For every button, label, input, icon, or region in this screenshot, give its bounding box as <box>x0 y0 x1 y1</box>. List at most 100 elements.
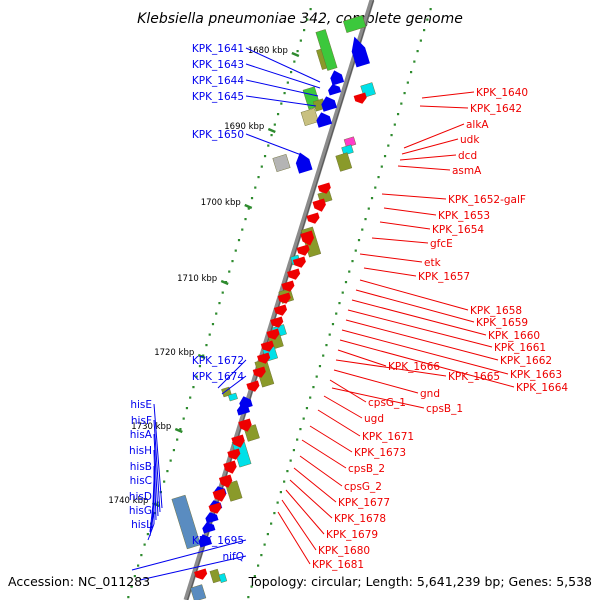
tick-dot <box>228 270 231 273</box>
right-leader-line <box>301 439 347 469</box>
tick-dot <box>302 417 305 420</box>
tick-dot <box>266 533 269 536</box>
tick-dot <box>276 501 279 504</box>
reverse-gene-arrow <box>273 304 288 316</box>
tick-dot <box>331 323 335 326</box>
right-gene-label: KPK_1671 <box>362 431 414 443</box>
forward-gene-arrow <box>295 152 313 174</box>
tick-dot <box>413 60 416 63</box>
right-leader-line <box>309 425 353 453</box>
tick-dot <box>250 197 254 200</box>
tick-dot <box>257 564 260 567</box>
tick-dot <box>309 8 312 11</box>
tick-dot <box>309 396 312 399</box>
right-leader-line <box>381 193 447 200</box>
topology-text: Topology: circular; Length: 5,641,239 bp… <box>248 574 592 589</box>
right-gene-label: KPK_1658 <box>470 305 522 317</box>
right-leader-line <box>317 409 361 437</box>
reverse-gene-arrow <box>194 568 208 580</box>
right-leader-line <box>281 499 317 551</box>
left-gene-label: hisL <box>131 519 152 531</box>
tick-dot <box>322 354 325 357</box>
right-gene-label: KPK_1653 <box>438 210 490 222</box>
right-leader-line <box>399 154 457 161</box>
scale-tick <box>267 127 276 134</box>
gene-arrows <box>194 36 370 580</box>
tick-dot <box>374 186 377 189</box>
tick-dot <box>354 249 357 252</box>
reverse-gene-arrow <box>238 418 252 432</box>
tick-dot <box>387 144 390 147</box>
scale-label: 1720 kbp <box>154 348 194 358</box>
reverse-gene-arrow <box>353 92 367 104</box>
tick-dot <box>192 386 195 389</box>
reverse-gene-arrow <box>292 256 306 268</box>
tick-dot <box>166 470 169 473</box>
right-gene-label: KPK_1665 <box>448 371 500 383</box>
right-gene-label: etk <box>424 257 442 269</box>
map-title: Klebsiella pneumoniae 342, complete geno… <box>137 11 463 27</box>
right-gene-label: KPK_1681 <box>312 559 364 571</box>
tick-dot <box>303 29 306 32</box>
right-gene-label: KPK_1678 <box>334 513 386 525</box>
left-gene-label: hisA <box>130 429 153 441</box>
scale-label: 1740 kbp <box>108 496 148 506</box>
left-gene-label: KPK_1674 <box>192 371 244 383</box>
left-leader-line <box>245 47 321 83</box>
left-leader-line <box>221 375 247 395</box>
right-gene-label: cpsB_1 <box>426 403 463 415</box>
right-leader-line <box>401 138 459 155</box>
tick-dot <box>205 344 208 347</box>
tick-dot <box>254 186 257 189</box>
tick-dot <box>429 8 432 11</box>
forward-gene-arrow <box>330 70 345 86</box>
right-leader-line <box>397 165 451 171</box>
tick-dot <box>296 438 299 441</box>
scale-tick <box>291 51 300 58</box>
left-gene-label: hisC <box>130 475 152 487</box>
scale-label: 1730 kbp <box>131 422 171 432</box>
right-gene-label: KPK_1660 <box>488 330 540 342</box>
tick-dot <box>367 207 370 210</box>
reverse-gene-arrow <box>252 366 266 378</box>
reverse-gene-arrow <box>270 316 284 328</box>
right-gene-label: KPK_1661 <box>494 342 546 354</box>
tick-dot <box>426 18 429 21</box>
right-leader-line <box>323 395 363 419</box>
tick-dot <box>218 302 221 305</box>
tick-dot <box>263 155 267 158</box>
left-leader-line <box>153 403 163 509</box>
right-leader-line <box>289 479 333 519</box>
tick-dot <box>215 312 218 315</box>
left-gene-label: KPK_1650 <box>192 129 244 141</box>
reverse-gene-arrow <box>266 328 280 340</box>
tick-dot <box>276 113 280 116</box>
tick-dot <box>247 596 250 599</box>
right-leader-line <box>371 237 429 244</box>
tick-dot <box>380 165 383 168</box>
reverse-gene-arrow <box>277 292 291 304</box>
orf-boxes <box>171 15 376 600</box>
reverse-gene-arrow <box>246 380 260 392</box>
forward-gene-arrow <box>198 534 212 548</box>
tick-dot <box>263 543 266 546</box>
right-gene-label: ugd <box>364 413 384 425</box>
left-leader-line <box>153 449 157 521</box>
orf-box <box>342 15 367 33</box>
right-gene-label: cpsB_2 <box>348 463 385 475</box>
tick-dot <box>198 365 202 368</box>
tick-dot <box>244 218 247 221</box>
tick-dot <box>270 134 273 137</box>
reverse-gene-arrow <box>306 212 320 224</box>
left-leader-line <box>131 539 247 571</box>
orf-box <box>227 392 238 402</box>
reverse-gene-arrow <box>287 268 301 280</box>
tick-dot <box>344 281 348 284</box>
left-leader-line <box>217 359 247 389</box>
tick-dot <box>315 375 318 378</box>
tick-dot <box>393 123 396 126</box>
left-leader-line <box>139 555 247 581</box>
orf-box <box>272 153 291 173</box>
tick-dot <box>182 417 185 420</box>
reverse-gene-arrow <box>300 230 315 246</box>
